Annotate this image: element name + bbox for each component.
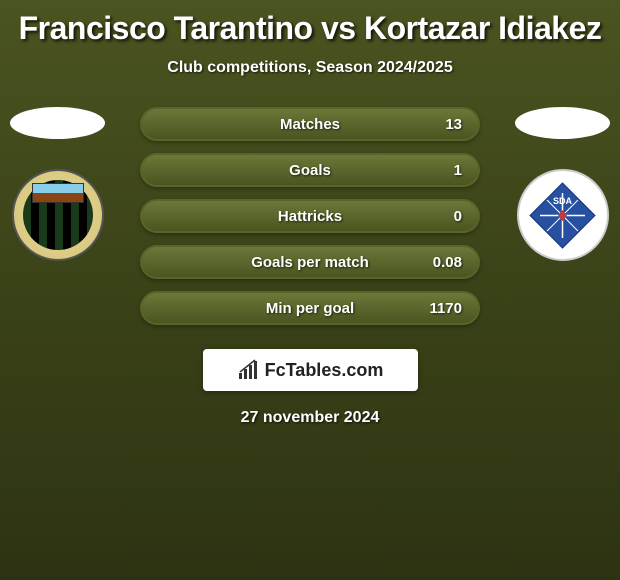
stat-label: Min per goal: [266, 300, 354, 317]
brand-box: FcTables.com: [203, 349, 418, 391]
bar-chart-icon: [237, 359, 259, 381]
stat-value-right: 0: [454, 208, 462, 225]
stat-label: Goals per match: [251, 254, 369, 271]
player-right-placeholder: [515, 107, 610, 139]
stat-row-hattricks: Hattricks 0: [140, 199, 480, 233]
stat-label: Matches: [280, 116, 340, 133]
stat-label: Hattricks: [278, 208, 342, 225]
comparison-title: Francisco Tarantino vs Kortazar Idiakez: [0, 0, 620, 47]
comparison-area: Matches 13 Goals 1 Hattricks 0 Goals per…: [0, 107, 620, 325]
club-crest-right: SDA: [517, 169, 609, 261]
stat-label: Goals: [289, 162, 331, 179]
stat-value-right: 1170: [429, 300, 462, 317]
crest-right-diamond-icon: SDA: [525, 178, 600, 253]
stats-container: Matches 13 Goals 1 Hattricks 0 Goals per…: [140, 107, 480, 325]
stat-row-goals-per-match: Goals per match 0.08: [140, 245, 480, 279]
stat-row-goals: Goals 1: [140, 153, 480, 187]
season-subtitle: Club competitions, Season 2024/2025: [0, 59, 620, 77]
date-text: 27 november 2024: [0, 409, 620, 427]
stat-value-right: 1: [454, 162, 462, 179]
stat-row-min-per-goal: Min per goal 1170: [140, 291, 480, 325]
stat-row-matches: Matches 13: [140, 107, 480, 141]
club-crest-left: [12, 169, 104, 261]
player-left-placeholder: [10, 107, 105, 139]
stat-value-right: 13: [445, 116, 462, 133]
player-right-column: SDA: [515, 107, 610, 261]
brand-text: FcTables.com: [265, 360, 384, 381]
player-left-column: [10, 107, 105, 261]
stat-value-right: 0.08: [433, 254, 462, 271]
